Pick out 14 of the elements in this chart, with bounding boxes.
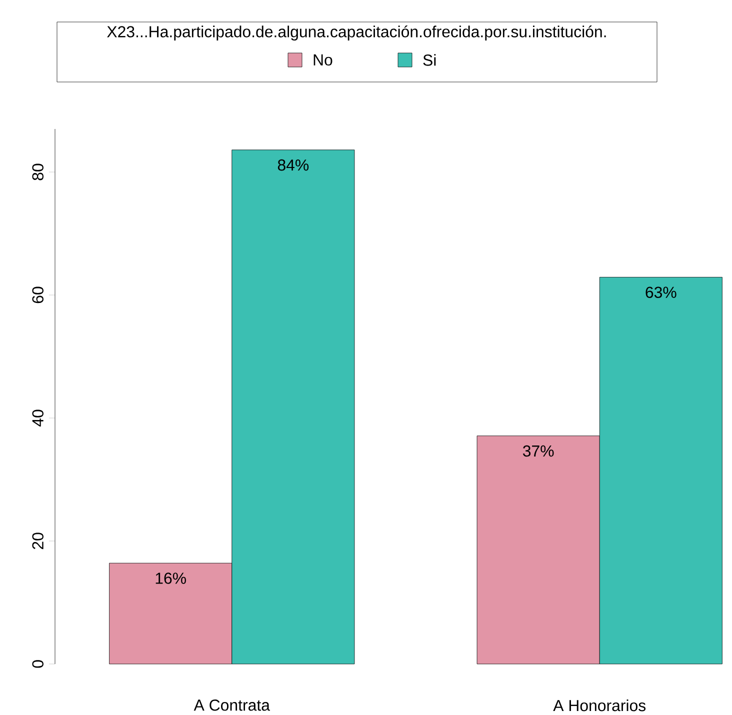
x-tick-label: A Contrata [194,700,270,711]
x-tick-label: A Honorarios [553,700,646,712]
y-tick-label: 80 [32,164,44,180]
data-label: 16% [156,572,186,584]
y-tick-label: 40 [32,410,44,427]
data-label: 63% [646,286,676,298]
legend-title: X23...Ha.participado.de.alguna.capacitación.ofrecida.por.su.institución. [107,25,606,41]
data-label: 84% [278,159,309,171]
legend-label: Si [423,54,436,66]
data-label: 37% [522,445,554,457]
y-tick-label: 60 [32,286,44,304]
legend-label: No [314,54,332,66]
y-tick-label: 0 [32,660,44,668]
y-tick-label: 20 [32,532,44,550]
